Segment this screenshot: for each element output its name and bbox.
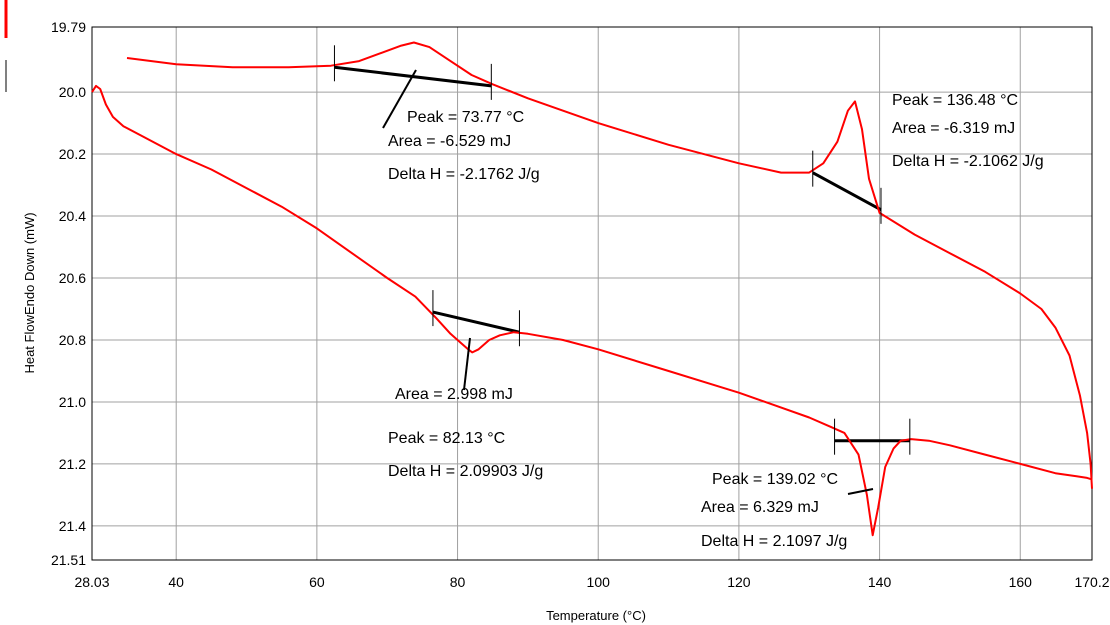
baseline-3 bbox=[432, 310, 520, 334]
x-tick-label: 160 bbox=[1009, 574, 1033, 590]
annotation-leaders bbox=[382, 69, 874, 495]
x-tick-label: 80 bbox=[450, 574, 466, 590]
tick-labels: 28.03 40 60 80 100 120 140 160 170.2 19.79 20.0 20.… bbox=[51, 19, 1110, 590]
x-tick-label: 140 bbox=[868, 574, 892, 590]
x-axis-title: Temperature (°C) bbox=[546, 608, 646, 623]
x-tick-label: 100 bbox=[587, 574, 611, 590]
plot-frame bbox=[91, 26, 1093, 561]
y-tick-label: 20.6 bbox=[59, 270, 86, 286]
peak-annotations: Peak = 73.77 °C Area = -6.529 mJ Delta H… bbox=[388, 92, 1044, 550]
leader-annotation-3 bbox=[463, 337, 471, 391]
annotation-1-line-3: Delta H = -2.1762 J/g bbox=[388, 166, 540, 183]
y-tick-label: 20.4 bbox=[59, 208, 86, 224]
y-tick-label: 20.8 bbox=[59, 332, 86, 348]
annotation-5-line-3: Delta H = 2.1097 J/g bbox=[701, 533, 847, 550]
annotation-5-line-2: Area = 6.329 mJ bbox=[701, 499, 819, 516]
baseline-2 bbox=[812, 171, 882, 212]
y-tick-label: 21.4 bbox=[59, 518, 86, 534]
annotation-4-line-2: Delta H = 2.09903 J/g bbox=[388, 463, 543, 480]
y-tick-label: 21.0 bbox=[59, 394, 86, 410]
y-tick-label: 19.79 bbox=[51, 19, 86, 35]
series-line-2 bbox=[91, 84, 1093, 537]
integration-markers bbox=[333, 45, 911, 455]
annotation-2-line-1: Peak = 136.48 °C bbox=[892, 92, 1018, 109]
annotation-3-line-1: Area = 2.998 mJ bbox=[395, 386, 513, 403]
series-line-1 bbox=[126, 41, 1093, 489]
x-tick-label: 40 bbox=[168, 574, 184, 590]
y-tick-label: 21.2 bbox=[59, 456, 86, 472]
y-tick-label: 20.2 bbox=[59, 146, 86, 162]
annotation-1-line-2: Area = -6.529 mJ bbox=[388, 133, 511, 150]
annotation-4-line-1: Peak = 82.13 °C bbox=[388, 430, 505, 447]
annotation-2-line-2: Area = -6.319 mJ bbox=[892, 120, 1015, 137]
annotation-2-line-3: Delta H = -2.1062 J/g bbox=[892, 153, 1044, 170]
series-lines bbox=[91, 41, 1093, 537]
x-tick-label: 120 bbox=[727, 574, 751, 590]
y-tick-label: 21.51 bbox=[51, 552, 86, 568]
annotation-1-line-1: Peak = 73.77 °C bbox=[407, 109, 524, 126]
x-tick-label: 28.03 bbox=[74, 574, 109, 590]
annotation-5-line-1: Peak = 139.02 °C bbox=[712, 471, 838, 488]
x-tick-label: 60 bbox=[309, 574, 325, 590]
leader-annotation-5 bbox=[847, 488, 874, 495]
y-tick-label: 20.0 bbox=[59, 84, 86, 100]
y-axis-title: Heat FlowEndo Down (mW) bbox=[22, 212, 37, 373]
x-tick-label: 170.2 bbox=[1074, 574, 1109, 590]
leader-annotation-1 bbox=[382, 69, 417, 129]
grid-lines bbox=[92, 27, 1092, 560]
